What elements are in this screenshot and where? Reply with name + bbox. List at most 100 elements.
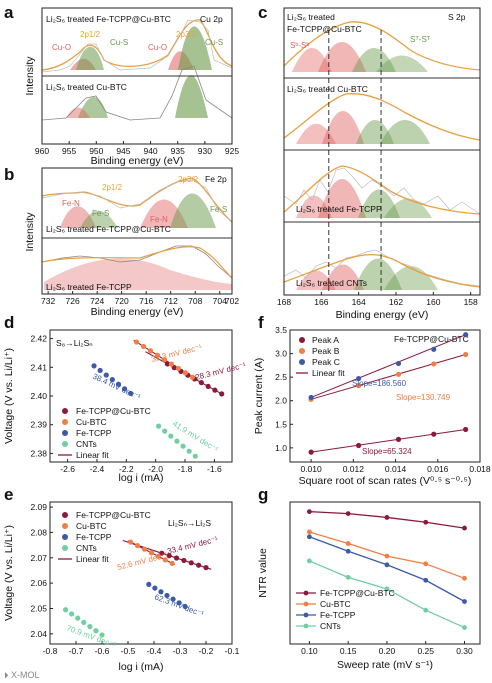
b-top-raw-data xyxy=(42,179,232,223)
y-tick-label: 2.40 xyxy=(30,391,47,401)
data-point xyxy=(182,370,188,376)
x-tick-label: 720 xyxy=(115,296,129,306)
x-tick-label: 930 xyxy=(198,146,212,156)
legend-label: CNTs xyxy=(320,621,341,631)
a-bottom-raw-data xyxy=(42,65,232,121)
c-sub1-label-l1: Li₂S₆ treated xyxy=(287,12,335,22)
series-line xyxy=(309,511,465,529)
x-tick-label: 0.20 xyxy=(379,646,396,656)
legend-label: Fe-TCPP xyxy=(76,532,112,542)
c3-fit xyxy=(284,165,480,215)
x-tick-label: 0.15 xyxy=(340,646,357,656)
y-tick-label: 2.07 xyxy=(30,553,47,563)
c-ann-st: Sᵀ-Sᵀ xyxy=(410,35,431,44)
data-point xyxy=(186,448,192,454)
c2-red-2 xyxy=(322,111,364,144)
data-point xyxy=(181,557,187,564)
legend-label: Peak B xyxy=(312,346,340,356)
x-tick-label: 726 xyxy=(66,296,80,306)
x-tick-label: 162 xyxy=(389,297,403,307)
g-ylabel: NTR value xyxy=(257,548,269,598)
y-tick-label: 3.0 xyxy=(275,349,287,359)
data-point xyxy=(141,546,148,552)
x-tick-label: 0.30 xyxy=(456,646,473,656)
a-ann-cuS-1: Cu-S xyxy=(110,38,128,47)
x-tick-label: -0.1 xyxy=(225,646,240,656)
data-point xyxy=(180,443,186,449)
g-frame xyxy=(289,501,481,645)
c2-green-2 xyxy=(380,120,430,144)
data-point xyxy=(155,553,161,559)
data-point xyxy=(463,426,469,433)
data-point xyxy=(431,361,437,367)
data-point xyxy=(115,381,122,387)
a-frame xyxy=(41,7,233,145)
c-x-ticks: 168 166 164 162 160 158 xyxy=(277,292,478,307)
c4-green-2 xyxy=(384,266,438,290)
c2-green-1 xyxy=(356,120,394,144)
slope-label: Slope=186.560 xyxy=(352,379,407,388)
slope-label: 38.4 mV dec⁻¹ xyxy=(91,372,142,402)
legend-marker xyxy=(62,534,68,540)
data-point xyxy=(198,380,204,386)
data-point xyxy=(205,383,211,389)
x-tick-label: -2.6 xyxy=(60,464,75,474)
data-point xyxy=(395,371,402,377)
x-tick-label: -2.4 xyxy=(90,464,105,474)
c1-red-2 xyxy=(318,42,366,72)
slope-label: 32.3 mV dec⁻¹ xyxy=(150,343,203,364)
e-xlabel: log i (mA) xyxy=(119,661,164,673)
panel-b-spectra xyxy=(42,177,232,290)
data-point xyxy=(162,557,168,563)
y-tick-label: 2.04 xyxy=(30,629,47,639)
data-point xyxy=(188,560,194,566)
a-ann-cuO-2: Cu-O xyxy=(148,43,167,52)
x-tick-label: 0.018 xyxy=(469,464,491,474)
panel-c: c Li₂S₆ xyxy=(258,3,481,321)
b-frame xyxy=(41,167,233,295)
data-point xyxy=(345,548,351,554)
x-tick-label: 950 xyxy=(89,146,103,156)
c-sub3-label: Li₂S₆ treated Fe-TCPP xyxy=(296,204,382,214)
a-ann-2p32: 2p3/2 xyxy=(176,30,197,39)
data-point xyxy=(81,619,87,625)
data-point xyxy=(161,357,168,363)
data-point xyxy=(356,383,362,389)
y-tick-label: 1.5 xyxy=(275,419,287,429)
linear-fit-line xyxy=(311,428,466,453)
a-ann-cuO-1: Cu-O xyxy=(52,43,71,52)
data-point xyxy=(159,550,165,556)
legend-label: Fe-TCPP@Cu-BTC xyxy=(320,588,395,598)
x-tick-label: 708 xyxy=(188,296,202,306)
x-tick-label: 164 xyxy=(352,297,366,307)
panel-a: a Li₂S₆ treated Fe-TCPP@Cu-BTC Cu 2p Li₂… xyxy=(4,3,239,167)
data-point xyxy=(431,346,437,352)
data-point xyxy=(308,394,314,401)
a-ann-cuS-2: Cu-S xyxy=(205,38,223,47)
a-ann-2p12: 2p1/2 xyxy=(80,30,101,39)
x-tick-label: -2.0 xyxy=(148,464,163,474)
y-tick-label: 1.0 xyxy=(275,443,287,453)
c3-raw xyxy=(284,167,480,215)
g-xlabel: Sweep rate (mV s⁻¹) xyxy=(337,659,433,671)
data-point xyxy=(384,562,390,568)
y-tick-label: 2.0 xyxy=(275,396,287,406)
a-xlabel: Binding energy (eV) xyxy=(91,155,184,167)
data-point xyxy=(170,596,176,602)
data-point xyxy=(146,581,152,588)
data-point xyxy=(384,515,390,520)
a-element: Cu 2p xyxy=(200,14,223,24)
x-tick-label: 0.25 xyxy=(417,646,434,656)
panel-c-spectra xyxy=(284,21,480,290)
legend-marker xyxy=(303,612,309,618)
b-ann-feN-1: Fe-N xyxy=(62,199,80,208)
data-point xyxy=(128,539,134,545)
data-point xyxy=(162,428,168,434)
legend-marker xyxy=(62,512,68,518)
panel-g: g 0.10 0.15 0.20 0.25 0.30 Fe-TCPP@Cu-BTCCu-… xyxy=(257,485,481,671)
x-tick-label: -0.5 xyxy=(121,646,136,656)
b-ylabel: Intensity xyxy=(24,212,36,252)
